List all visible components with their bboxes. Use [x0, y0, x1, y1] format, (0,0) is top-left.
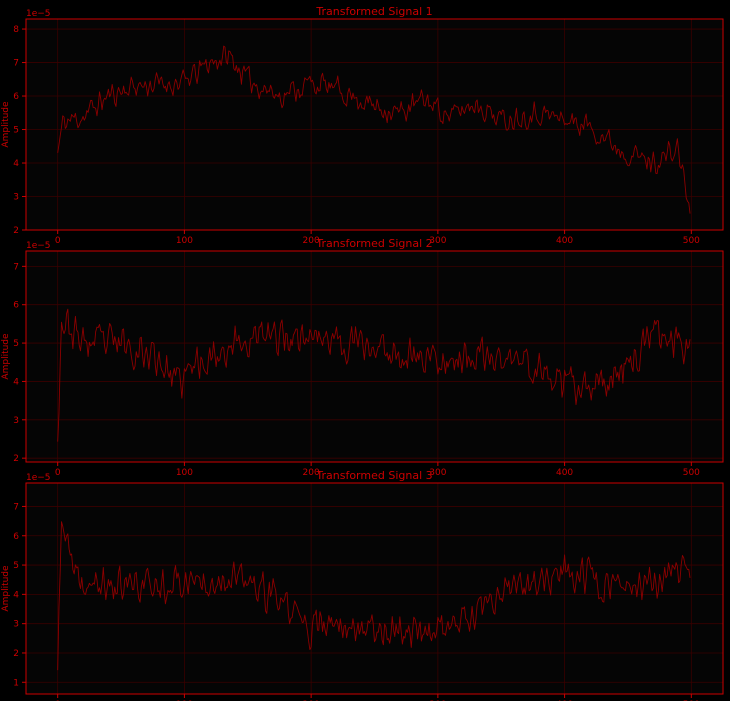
subplot-2: 0 100 200 300 400 500 2 3 4 5 6 7 1e−5 Transformed Si… [1, 237, 724, 478]
plot-area [26, 19, 723, 230]
x-tick-label: 100 [176, 236, 193, 246]
y-tick-label: 8 [13, 25, 19, 35]
x-tick-label: 200 [303, 468, 320, 478]
series-line [57, 521, 691, 671]
y-tick-label: 5 [13, 561, 19, 571]
chart-title: Transformed Signal 1 [315, 5, 432, 18]
x-tick-label: 400 [556, 468, 573, 478]
axes-frame [25, 482, 724, 695]
y-tick-label: 7 [13, 262, 19, 272]
y-tick-label: 6 [13, 92, 19, 102]
y-tick-label: 7 [13, 502, 19, 512]
axis-offset-label: 1e−5 [26, 9, 51, 19]
axis-offset-label: 1e−5 [26, 241, 51, 251]
y-tick-label: 2 [13, 454, 19, 464]
y-tick-label: 4 [13, 159, 19, 169]
axis-offset-label: 1e−5 [26, 473, 51, 483]
y-tick-label: 3 [13, 416, 19, 426]
y-tick-label: 5 [13, 339, 19, 349]
y-tick-label: 3 [13, 620, 19, 630]
y-tick-label: 1 [13, 678, 19, 688]
y-tick-label: 2 [13, 226, 19, 236]
axes-frame [25, 18, 724, 231]
axes-frame [25, 250, 724, 463]
x-tick-label: 500 [683, 236, 700, 246]
plot-area [26, 251, 723, 462]
y-axis-label: Amplitude [1, 333, 11, 380]
y-tick-label: 6 [13, 532, 19, 542]
x-tick-label: 0 [55, 468, 61, 478]
y-tick-label: 5 [13, 126, 19, 136]
x-tick-label: 300 [429, 236, 446, 246]
plot-area [26, 483, 723, 694]
x-tick-label: 0 [55, 236, 61, 246]
y-tick-label: 4 [13, 377, 19, 387]
x-tick-label: 200 [303, 236, 320, 246]
y-tick-label: 3 [13, 193, 19, 203]
chart-title: Transformed Signal 2 [315, 237, 432, 250]
y-axis-label: Amplitude [1, 101, 11, 148]
x-tick-label: 500 [683, 468, 700, 478]
y-axis-label: Amplitude [1, 565, 11, 612]
y-tick-label: 6 [13, 301, 19, 311]
y-tick-label: 7 [13, 59, 19, 69]
series-line [57, 308, 691, 442]
subplot-1: 0 100 200 300 400 500 2 3 4 5 6 7 8 1e−5 Transformed S… [1, 5, 724, 246]
x-tick-label: 300 [429, 468, 446, 478]
subplot-3: 0 100 200 300 400 500 1 2 3 4 5 6 7 1e−5 Transformed S… [1, 469, 724, 701]
chart-title: Transformed Signal 3 [315, 469, 432, 482]
x-tick-label: 100 [176, 468, 193, 478]
y-tick-label: 4 [13, 590, 19, 600]
series-line [57, 45, 691, 214]
x-tick-label: 400 [556, 236, 573, 246]
y-tick-label: 2 [13, 649, 19, 659]
